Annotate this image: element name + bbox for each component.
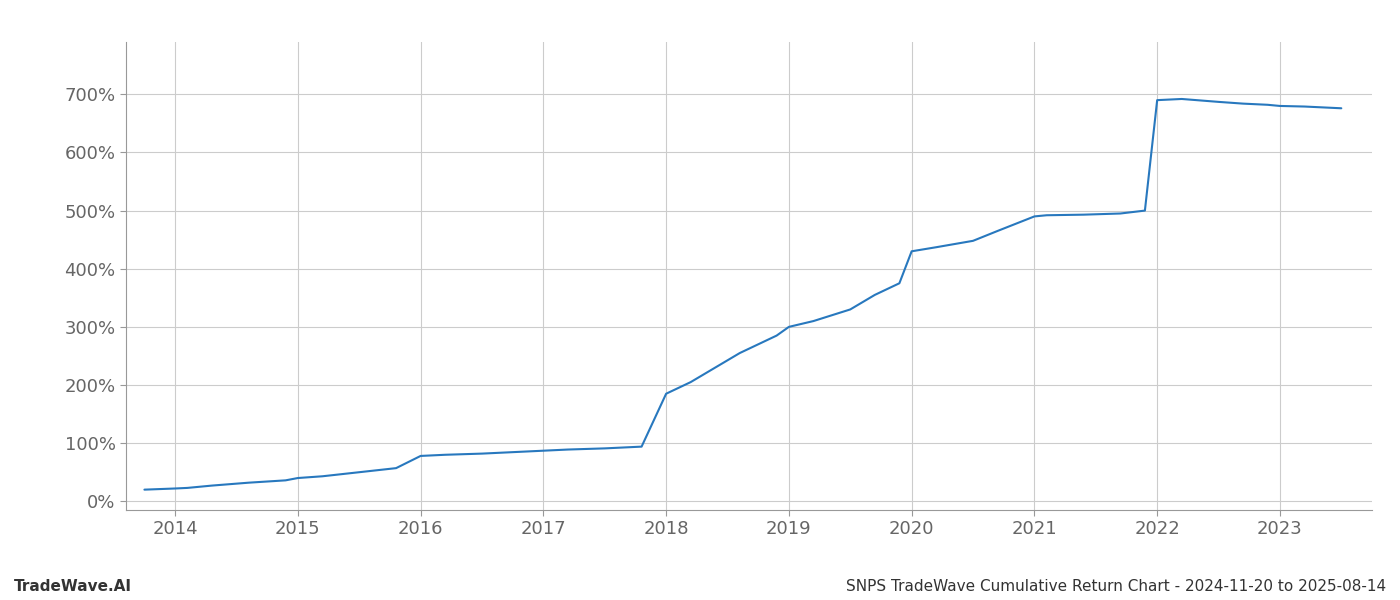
Text: SNPS TradeWave Cumulative Return Chart - 2024-11-20 to 2025-08-14: SNPS TradeWave Cumulative Return Chart -… [846, 579, 1386, 594]
Text: TradeWave.AI: TradeWave.AI [14, 579, 132, 594]
